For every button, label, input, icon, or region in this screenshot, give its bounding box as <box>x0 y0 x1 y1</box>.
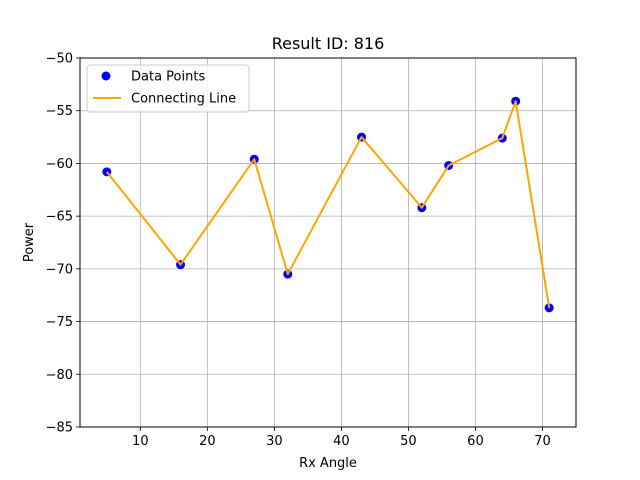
plot-area <box>80 58 576 427</box>
legend-marker-data-points <box>101 71 111 81</box>
x-tick-label: 60 <box>467 434 484 449</box>
y-tick-label: −85 <box>46 421 73 436</box>
x-axis-label: Rx Angle <box>299 456 357 471</box>
legend-label-data-points: Data Points <box>131 70 205 85</box>
legend-label-connecting-line: Connecting Line <box>131 92 236 107</box>
y-tick-label: −75 <box>46 315 73 330</box>
y-tick-label: −65 <box>46 210 73 225</box>
legend: Data Points Connecting Line <box>86 64 250 113</box>
connecting-line <box>106 100 551 309</box>
y-tick-label: −55 <box>46 104 73 119</box>
x-tick-label: 40 <box>333 434 350 449</box>
y-tick-label: −50 <box>46 52 73 67</box>
plot-frame <box>79 57 577 428</box>
x-tick-label: 50 <box>400 434 417 449</box>
x-tick-label: 70 <box>534 434 551 449</box>
y-tick-label: −70 <box>46 262 73 277</box>
chart-title: Result ID: 816 <box>272 34 385 53</box>
y-tick-label: −80 <box>46 368 73 383</box>
y-axis-label: Power <box>22 222 37 262</box>
y-tick-label: −60 <box>46 157 73 172</box>
legend-box <box>86 64 250 113</box>
x-tick-label: 10 <box>132 434 149 449</box>
series-layer <box>102 96 554 313</box>
x-tick-label: 30 <box>266 434 283 449</box>
ticks: 10 20 30 40 50 60 70 −50 −55 −60 −65 −70 −75 −80 −85 <box>46 52 551 450</box>
x-tick-label: 20 <box>199 434 216 449</box>
